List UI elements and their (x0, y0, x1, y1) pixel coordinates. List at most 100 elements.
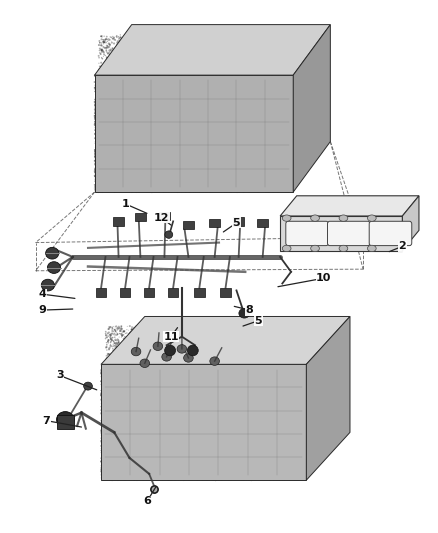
Point (91, 111, 98, 120)
Point (170, 443, 177, 451)
Point (160, 146, 167, 154)
Point (142, 171, 149, 180)
Point (124, 173, 131, 181)
Point (140, 458, 147, 467)
Point (202, 139, 209, 147)
Point (166, 470, 173, 478)
Point (199, 126, 206, 135)
Point (244, 351, 251, 359)
Point (297, 384, 304, 393)
Point (252, 115, 259, 124)
Point (240, 471, 247, 479)
Point (296, 370, 303, 379)
Point (113, 427, 120, 436)
Point (230, 102, 237, 111)
Point (183, 148, 190, 157)
Point (205, 340, 212, 349)
Point (208, 149, 215, 157)
Point (276, 374, 283, 383)
Point (299, 440, 306, 448)
Point (225, 82, 232, 91)
Point (169, 432, 176, 441)
Point (145, 424, 152, 433)
Point (153, 79, 160, 88)
Point (254, 104, 261, 113)
Point (177, 171, 184, 180)
Point (127, 49, 134, 57)
Point (191, 120, 198, 128)
Point (101, 50, 108, 59)
Point (198, 366, 205, 375)
Point (107, 127, 114, 135)
Point (277, 414, 284, 423)
Point (106, 451, 113, 460)
Point (99, 183, 106, 191)
Point (174, 379, 181, 388)
Point (141, 324, 148, 332)
Point (223, 100, 230, 108)
Point (186, 71, 193, 79)
Point (230, 160, 237, 169)
Point (105, 184, 112, 192)
Point (119, 368, 126, 376)
Point (188, 373, 195, 381)
Point (258, 365, 265, 374)
Point (195, 75, 202, 83)
Point (154, 431, 161, 439)
Point (190, 112, 197, 120)
Point (224, 146, 231, 155)
Point (268, 373, 275, 381)
Point (194, 139, 201, 148)
Point (106, 365, 113, 374)
Point (244, 366, 251, 375)
Point (120, 183, 127, 191)
Point (94, 176, 101, 184)
Point (92, 182, 99, 190)
Point (284, 365, 291, 374)
Point (137, 395, 144, 403)
Point (289, 72, 296, 81)
Point (263, 168, 270, 177)
Point (126, 77, 133, 86)
Point (227, 119, 234, 128)
Point (199, 466, 206, 475)
Point (205, 345, 212, 354)
Point (221, 435, 228, 444)
Point (114, 464, 121, 473)
Point (266, 82, 273, 91)
Point (157, 125, 164, 133)
Point (104, 391, 111, 400)
Point (131, 88, 138, 97)
Point (145, 179, 152, 187)
Point (219, 152, 226, 161)
Point (211, 87, 218, 95)
Point (241, 166, 248, 174)
Point (263, 451, 270, 459)
Point (104, 131, 111, 139)
Point (238, 83, 245, 92)
Point (255, 364, 262, 372)
Point (111, 154, 118, 163)
Point (152, 175, 159, 184)
Point (173, 419, 180, 428)
Point (187, 80, 194, 88)
Point (180, 407, 187, 416)
Point (191, 419, 198, 428)
Point (213, 407, 220, 415)
Point (255, 151, 262, 160)
Point (121, 467, 128, 476)
Point (127, 88, 134, 97)
Point (202, 427, 209, 435)
Point (260, 184, 267, 193)
Point (98, 126, 105, 135)
Point (138, 397, 145, 406)
Point (263, 124, 270, 132)
Point (110, 454, 117, 462)
Point (217, 169, 224, 177)
Point (112, 94, 119, 103)
Point (110, 179, 117, 188)
Point (289, 416, 296, 424)
Point (175, 74, 182, 82)
Point (173, 123, 180, 132)
Point (215, 130, 223, 139)
